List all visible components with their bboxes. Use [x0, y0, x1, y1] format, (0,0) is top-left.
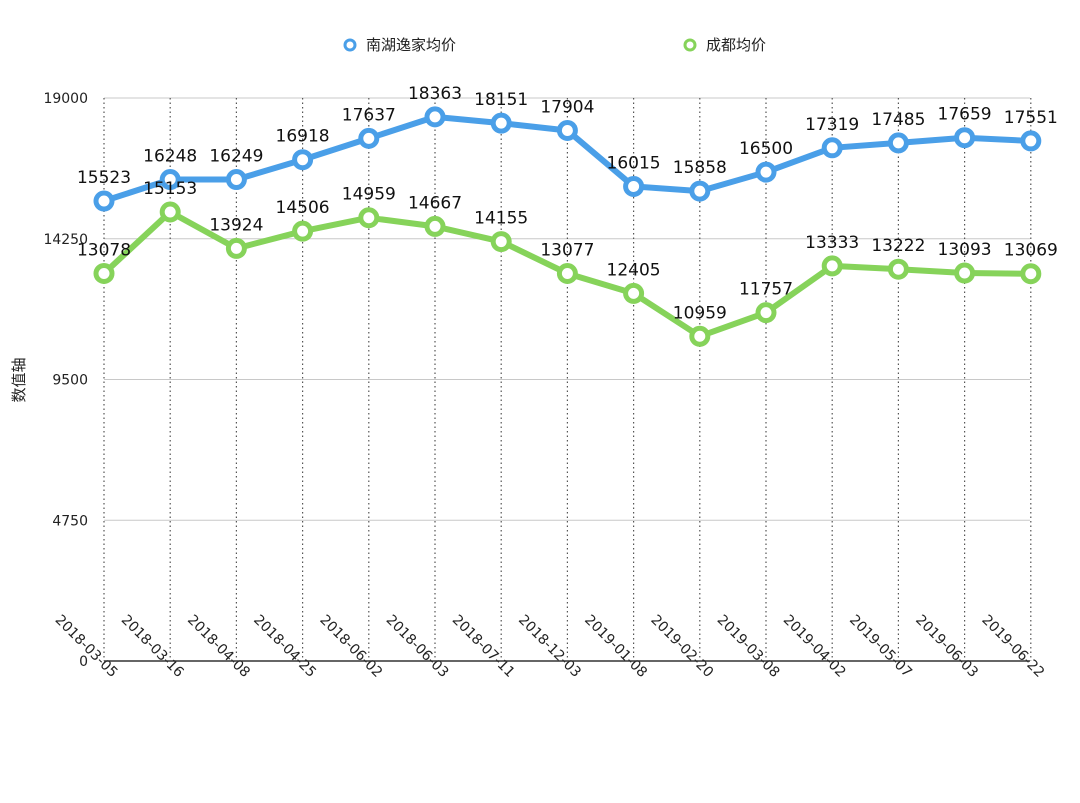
series-1-point[interactable] [623, 282, 645, 304]
series-0-data-label: 15523 [77, 168, 131, 188]
x-tick-label: 2018-04-25 [250, 612, 319, 681]
series-layer [93, 106, 1042, 347]
series-1-data-label: 14667 [408, 193, 462, 213]
series-0-point[interactable] [689, 180, 711, 202]
series-1-point[interactable] [887, 258, 909, 280]
y-tick-label: 19000 [43, 91, 88, 107]
series-0-point[interactable] [623, 175, 645, 197]
x-tick-label: 2018-03-16 [118, 612, 187, 681]
series-0-point[interactable] [292, 149, 314, 171]
series-1-data-label: 12405 [607, 260, 661, 280]
series-1-point[interactable] [954, 262, 976, 284]
x-axis-tick-labels: 2018-03-052018-03-162018-04-082018-04-25… [52, 612, 1048, 681]
legend-item-0[interactable]: 南湖逸家均价 [343, 36, 456, 54]
series-1-point[interactable] [292, 220, 314, 242]
series-0-point[interactable] [556, 119, 578, 141]
series-1-data-label: 13333 [805, 233, 859, 253]
series-1-point[interactable] [821, 255, 843, 277]
x-tick-label: 2018-07-11 [449, 612, 518, 681]
series-0-point[interactable] [755, 161, 777, 183]
x-tick-label: 2019-03-08 [714, 612, 783, 681]
series-1-point[interactable] [556, 263, 578, 285]
series-0-point[interactable] [358, 127, 380, 149]
x-tick-label: 2019-06-22 [978, 612, 1047, 681]
series-1-data-label: 14959 [342, 185, 396, 205]
series-1-point[interactable] [424, 215, 446, 237]
series-1-data-label: 14155 [474, 209, 528, 229]
series-0-data-label: 18151 [474, 90, 528, 110]
legend[interactable]: 南湖逸家均价 成都均价 [343, 36, 766, 54]
series-1-data-label: 13222 [871, 236, 925, 256]
x-tick-label: 2018-03-05 [52, 612, 121, 681]
series-0-data-label: 17485 [871, 110, 925, 130]
series-1-data-label: 13069 [1004, 241, 1058, 261]
series-0-data-label: 17319 [805, 115, 859, 135]
series-0-point[interactable] [1020, 130, 1042, 152]
series-1-data-label: 13078 [77, 240, 131, 260]
series-1-point[interactable] [490, 231, 512, 253]
series-1-data-label: 13093 [938, 240, 992, 260]
series-0-point[interactable] [225, 169, 247, 191]
x-tick-label: 2018-04-08 [184, 612, 253, 681]
series-1-data-label: 15153 [143, 179, 197, 199]
series-0-data-label: 16249 [209, 147, 263, 167]
legend-item-1[interactable]: 成都均价 [683, 36, 766, 54]
x-tick-label: 2019-06-03 [912, 612, 981, 681]
series-0-point[interactable] [159, 169, 181, 191]
series-1-point[interactable] [755, 302, 777, 324]
legend-marker-icon [683, 38, 697, 52]
series-0-point[interactable] [490, 112, 512, 134]
y-axis-title: 数值轴 [10, 357, 28, 402]
series-0-point[interactable] [887, 132, 909, 154]
vertical-gridlines [103, 98, 1032, 661]
data-labels-layer: 15523 16248 16249 16918 17637 18363 18151 17904… [77, 84, 1058, 323]
series-0-data-label: 18363 [408, 84, 462, 104]
series-0-data-label: 17551 [1004, 108, 1058, 128]
series-0-data-label: 17904 [540, 97, 594, 117]
series-1-data-label: 13924 [209, 215, 263, 235]
series-1-point[interactable] [1020, 263, 1042, 285]
x-tick-label: 2019-04-02 [780, 612, 849, 681]
y-tick-label: 0 [79, 654, 88, 670]
series-0-data-label: 15858 [673, 158, 727, 178]
series-1-point[interactable] [358, 207, 380, 229]
series-0-point[interactable] [93, 190, 115, 212]
y-axis-tick-labels: 0 4750 9500 14250 19000 [43, 91, 88, 670]
series-0-data-label: 16015 [607, 153, 661, 173]
series-1-point[interactable] [225, 237, 247, 259]
series-1-point[interactable] [93, 262, 115, 284]
legend-marker-icon [343, 38, 357, 52]
series-0-data-label: 17659 [938, 105, 992, 125]
x-tick-label: 2019-01-08 [581, 612, 650, 681]
x-tick-label: 2018-12-03 [515, 612, 584, 681]
series-0-point[interactable] [954, 127, 976, 149]
y-tick-label: 9500 [52, 373, 88, 389]
series-1-data-label: 11757 [739, 280, 793, 300]
series-1-data-label: 13077 [540, 241, 594, 261]
x-tick-label: 2018-06-02 [316, 612, 385, 681]
series-0-data-label: 16500 [739, 139, 793, 159]
series-0-point[interactable] [424, 106, 446, 128]
y-tick-label: 4750 [52, 513, 88, 529]
series-1-point[interactable] [689, 325, 711, 347]
series-1-point[interactable] [159, 201, 181, 223]
legend-label: 南湖逸家均价 [366, 36, 456, 54]
y-tick-label: 14250 [43, 232, 88, 248]
series-0-data-label: 16918 [276, 127, 330, 147]
x-tick-label: 2019-02-20 [647, 612, 716, 681]
series-1-data-label: 14506 [276, 198, 330, 218]
series-0-data-label: 16248 [143, 147, 197, 167]
series-0-data-label: 17637 [342, 105, 396, 125]
x-tick-label: 2019-05-07 [846, 612, 915, 681]
legend-label: 成都均价 [706, 36, 766, 54]
series-1-data-label: 10959 [673, 303, 727, 323]
series-0-point[interactable] [821, 137, 843, 159]
x-tick-label: 2018-06-03 [383, 612, 452, 681]
